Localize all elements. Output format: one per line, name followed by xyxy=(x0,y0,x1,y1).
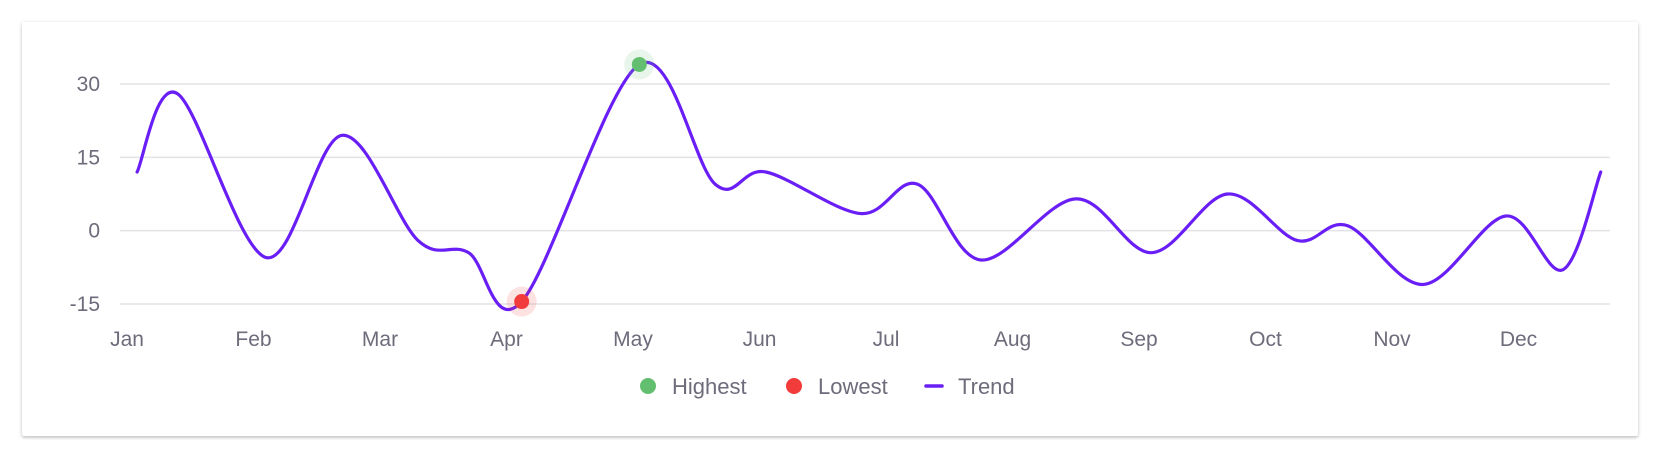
legend-swatch-lowest xyxy=(786,378,802,394)
legend-item-trend[interactable]: Trend xyxy=(924,374,1015,399)
x-tick-label: Oct xyxy=(1249,328,1282,351)
x-tick-label: Nov xyxy=(1373,328,1411,351)
x-tick-label: Sep xyxy=(1120,328,1157,351)
x-tick-label: Feb xyxy=(235,328,271,351)
x-tick-label: Jun xyxy=(743,328,777,351)
legend-label-lowest: Lowest xyxy=(818,374,888,399)
grid-lines xyxy=(120,83,1610,305)
lowest-marker[interactable] xyxy=(514,294,530,310)
legend-item-lowest[interactable]: Lowest xyxy=(786,374,888,399)
x-tick-label: Jul xyxy=(873,328,900,351)
y-tick-label: 0 xyxy=(88,220,100,243)
x-tick-label: May xyxy=(613,328,653,351)
x-tick-label: Jan xyxy=(110,328,144,351)
legend-label-highest: Highest xyxy=(672,374,747,399)
x-axis-labels: Jan Feb Mar Apr May Jun Jul Aug Sep Oct Nov Dec xyxy=(110,328,1537,351)
legend-label-trend: Trend xyxy=(958,374,1015,399)
trend-line xyxy=(135,60,1603,312)
legend-swatch-highest xyxy=(640,378,656,394)
legend-item-highest[interactable]: Highest xyxy=(640,374,747,399)
series-layer xyxy=(135,60,1603,312)
x-tick-label: Aug xyxy=(994,328,1031,351)
y-axis-labels: 30 15 0 -15 xyxy=(70,73,100,316)
y-tick-label: 30 xyxy=(77,73,100,96)
x-tick-label: Mar xyxy=(362,328,398,351)
y-tick-label: -15 xyxy=(70,293,100,316)
legend: Highest Lowest Trend xyxy=(640,374,1015,399)
y-tick-label: 15 xyxy=(77,146,100,169)
x-tick-label: Apr xyxy=(490,328,523,351)
markers-layer xyxy=(506,49,655,317)
highest-marker[interactable] xyxy=(631,56,647,72)
x-tick-label: Dec xyxy=(1500,328,1537,351)
